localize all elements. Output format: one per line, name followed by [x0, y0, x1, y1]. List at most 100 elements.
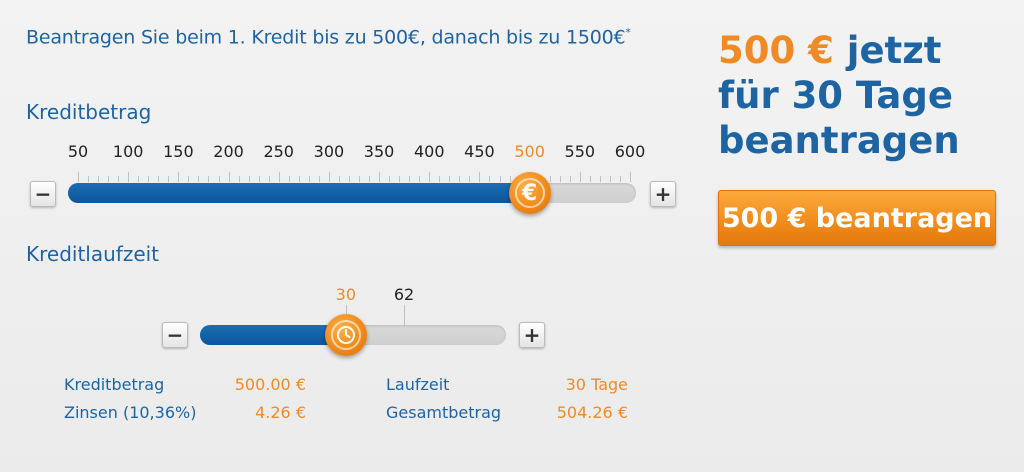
summary-interest-value: 4.26 €	[255, 403, 306, 422]
duration-slider-fill	[200, 325, 346, 345]
amount-tick-label: 350	[363, 142, 395, 161]
plus-icon: +	[654, 182, 672, 206]
amount-tick-mark	[238, 176, 240, 182]
amount-tick-mark	[379, 172, 381, 182]
duration-slider-handle[interactable]	[324, 314, 367, 356]
amount-tick-mark	[589, 176, 591, 182]
summary-total-value: 504.26 €	[556, 403, 628, 422]
summary-duration-label: Laufzeit	[386, 375, 450, 394]
amount-slider-track[interactable]	[68, 183, 636, 203]
amount-plus-button[interactable]: +	[650, 181, 676, 207]
amount-tick-mark	[148, 176, 150, 182]
amount-tick-mark	[88, 176, 90, 182]
amount-tick-label: 400	[413, 142, 445, 161]
amount-tick-mark	[208, 176, 210, 182]
amount-tick-mark	[359, 176, 361, 182]
amount-tick-mark	[348, 176, 350, 182]
amount-tick-mark	[399, 176, 401, 182]
plus-icon: +	[523, 323, 541, 347]
amount-tick-mark	[579, 172, 581, 182]
euro-icon: €	[521, 180, 538, 206]
amount-tick-mark	[278, 172, 280, 182]
amount-tick-mark	[288, 176, 290, 182]
amount-tick-mark	[308, 176, 310, 182]
amount-tick-mark	[318, 176, 320, 182]
amount-tick-mark	[619, 176, 621, 182]
minus-icon: −	[34, 182, 52, 206]
summary-credit-amount-label: Kreditbetrag	[64, 375, 165, 394]
amount-tick-mark	[479, 172, 481, 182]
amount-tick-mark	[258, 176, 260, 182]
amount-tick-mark	[449, 176, 451, 182]
amount-tick-mark	[569, 176, 571, 182]
amount-tick-label: 200	[213, 142, 244, 161]
summary-total-label: Gesamtbetrag	[386, 403, 502, 422]
amount-tick-mark	[419, 176, 421, 182]
amount-tick-mark	[108, 176, 110, 182]
amount-tick-mark	[128, 172, 130, 182]
amount-tick-label: 250	[263, 142, 294, 161]
amount-tick-label: 300	[313, 142, 345, 161]
amount-tick-label: 50	[67, 142, 89, 161]
amount-tick-mark	[559, 176, 561, 182]
amount-tick-mark	[509, 176, 511, 182]
promo-line2: für 30 Tage	[718, 74, 953, 117]
amount-tick-mark	[98, 176, 100, 182]
summary-duration-value: 30 Tage	[565, 375, 628, 394]
amount-tick-label: 500	[514, 142, 545, 161]
duration-value-label: 30	[335, 285, 357, 304]
amount-tick-mark	[389, 176, 391, 182]
amount-tick-scale: 50 100 150 200 250 300 350 400 450 500 550 600	[66, 142, 645, 182]
amount-tick-label: 550	[564, 142, 596, 161]
amount-tick-mark	[158, 176, 160, 182]
amount-slider-handle[interactable]: €	[508, 172, 551, 214]
amount-tick-mark	[78, 172, 79, 182]
promo-headline: 500 € jetzt für 30 Tage beantragen	[718, 28, 960, 163]
promo-line1-rest: jetzt	[833, 29, 942, 72]
amount-slider-fill	[68, 183, 530, 203]
summary-interest-label: Zinsen (10,36%)	[64, 403, 197, 422]
promo-amount: 500 €	[718, 29, 834, 72]
amount-tick-mark	[429, 172, 431, 182]
amount-tick-mark	[298, 176, 300, 182]
duration-section-title: Kreditlaufzeit	[26, 242, 160, 266]
amount-tick-mark	[599, 176, 601, 182]
footnote-mark: *	[625, 26, 631, 39]
amount-tick-mark	[178, 172, 180, 182]
amount-tick-mark	[138, 176, 140, 182]
amount-tick-mark	[409, 176, 411, 182]
promo-line3: beantragen	[718, 119, 960, 162]
amount-tick-mark	[549, 176, 551, 182]
duration-plus-button[interactable]: +	[519, 322, 545, 348]
amount-tick-mark	[168, 176, 170, 182]
summary-credit-amount-value: 500.00 €	[234, 375, 306, 394]
amount-tick-label: 600	[614, 142, 646, 161]
headline-text: Beantragen Sie beim 1. Kredit bis zu 500…	[26, 26, 626, 49]
amount-tick-mark	[459, 176, 461, 182]
amount-section-title: Kreditbetrag	[26, 100, 152, 124]
duration-max-marker	[404, 305, 405, 327]
amount-tick-mark	[338, 176, 340, 182]
amount-tick-mark	[439, 176, 441, 182]
duration-minus-button[interactable]: −	[162, 322, 188, 348]
amount-tick-mark	[248, 176, 250, 182]
amount-tick-mark	[369, 176, 371, 182]
amount-tick-mark	[469, 176, 471, 182]
amount-tick-mark	[118, 176, 120, 182]
amount-minus-button[interactable]: −	[30, 181, 56, 207]
amount-tick-mark	[228, 172, 230, 182]
amount-tick-mark	[218, 176, 220, 182]
amount-tick-mark	[609, 176, 611, 182]
minus-icon: −	[166, 323, 184, 347]
amount-tick-label: 150	[163, 142, 194, 161]
amount-tick-mark	[328, 172, 330, 182]
duration-max-label: 62	[393, 285, 415, 304]
amount-tick-mark	[268, 176, 270, 182]
amount-tick-mark	[489, 176, 491, 182]
clock-icon	[336, 326, 355, 344]
amount-tick-label: 450	[464, 142, 495, 161]
amount-tick-mark	[630, 172, 631, 182]
amount-tick-label: 100	[112, 142, 144, 161]
apply-button[interactable]: 500 € beantragen	[718, 190, 996, 246]
amount-tick-mark	[198, 176, 200, 182]
